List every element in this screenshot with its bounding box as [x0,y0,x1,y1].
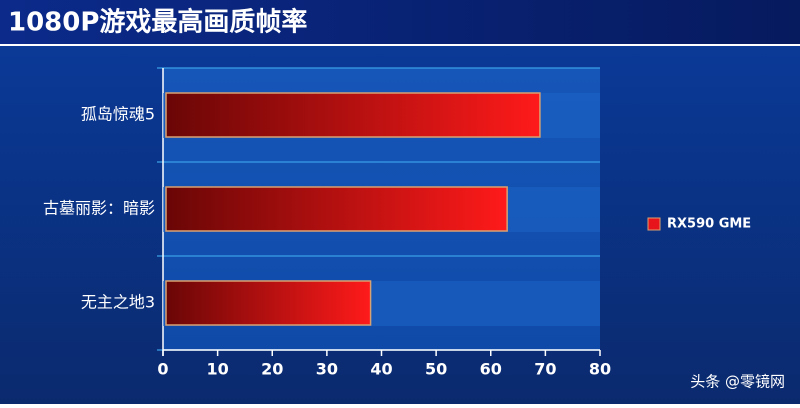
x-tick-label: 80 [589,360,611,379]
x-tick-label: 30 [316,360,338,379]
x-tick-label: 70 [534,360,556,379]
legend-label: RX590 GME [667,217,751,232]
x-tick-label: 50 [425,360,447,379]
bar [165,92,541,138]
legend-swatch [647,217,661,231]
x-tick-label: 20 [261,360,283,379]
bar [165,280,372,326]
y-tick-label: 孤岛惊魂5 [81,105,155,124]
title-band [0,0,800,44]
y-tick-label: 无主之地3 [81,293,155,312]
chart-title: 1080P游戏最高画质帧率 [8,7,307,38]
x-tick-label: 40 [370,360,392,379]
watermark: 头条 @零镜网 [690,373,785,391]
bar [165,186,508,232]
x-tick-label: 10 [206,360,228,379]
x-tick-label: 0 [157,360,168,379]
x-tick-label: 60 [480,360,502,379]
y-tick-label: 古墓丽影：暗影 [43,199,155,218]
